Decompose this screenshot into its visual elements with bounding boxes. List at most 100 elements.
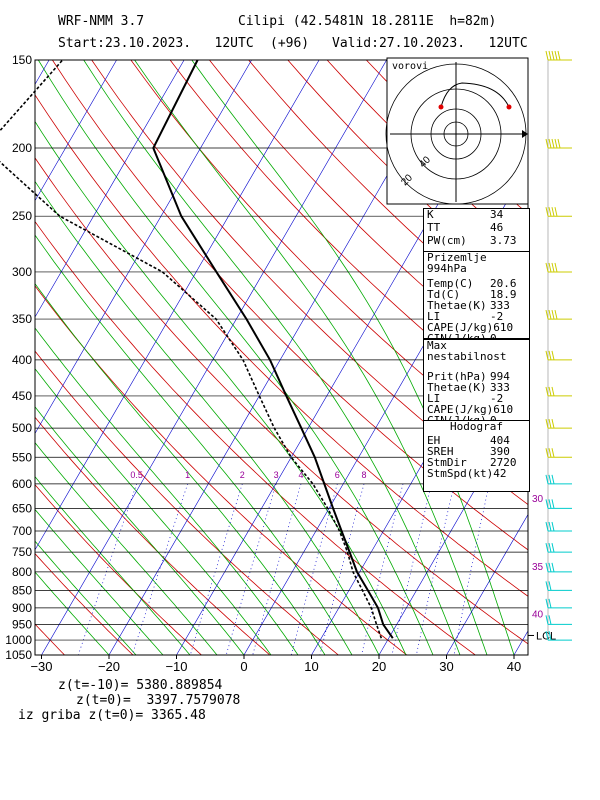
temp-tick-label: −10 <box>165 659 187 674</box>
isotherm-line <box>378 397 528 655</box>
mixing-ratio-label: 2 <box>240 470 245 480</box>
wind-barb-flag <box>545 386 549 397</box>
wind-barb-flag <box>548 630 552 641</box>
isotherm-line <box>35 60 117 202</box>
moist-adiabat-line <box>37 60 434 655</box>
hodograph-label: vorovi <box>392 61 429 72</box>
wind-barb-flag <box>548 562 552 572</box>
dry-adiabat-line <box>35 285 408 655</box>
wind-barb-flag <box>545 474 549 484</box>
wind-barb-flag <box>548 521 552 532</box>
info-value: 20.6 <box>490 277 517 290</box>
wind-barb-flag <box>545 262 549 273</box>
moist-adiabat-line <box>35 180 380 655</box>
wind-barb-flag <box>551 386 555 397</box>
tt-value: 46 <box>490 221 504 234</box>
hodograph-end-dot <box>506 104 512 110</box>
isotherm-line <box>243 164 528 655</box>
mixing-ratio-line <box>391 483 432 655</box>
wind-barb-flag <box>548 262 552 273</box>
info-row: Thetae(K) 333 <box>424 300 529 311</box>
wind-scale-label: 35 <box>532 562 544 573</box>
pressure-tick-label: 900 <box>12 601 32 615</box>
info-value: 2720 <box>490 456 517 469</box>
info-label: StmDir <box>427 456 467 469</box>
info-value: 610 <box>493 403 514 416</box>
moist-adiabat-line <box>35 406 245 655</box>
wind-barb-flag <box>548 419 552 429</box>
wind-barb-flag <box>548 207 552 217</box>
wind-barb-flag <box>551 350 555 361</box>
pressure-tick-label: 1000 <box>5 633 32 647</box>
surface-box: Prizemlje 994hPa Temp(C) 20.6 Td(C) 18.9 The… <box>423 251 530 344</box>
info-label: Temp(C) <box>427 277 474 290</box>
moist-adiabat-line <box>35 282 326 655</box>
pressure-tick-label: 500 <box>12 421 32 435</box>
moist-adiabat-line <box>35 368 272 655</box>
wind-barb-flag <box>551 562 555 572</box>
info-row: Td(C) 18.9 <box>424 289 529 300</box>
k-label: K <box>427 208 434 221</box>
maxinst-title: Max nestabilnost <box>427 339 507 363</box>
isotherm-line <box>446 513 528 655</box>
k-value: 34 <box>490 208 504 221</box>
wind-barb-flag <box>554 309 558 320</box>
mixing-ratio-line <box>361 483 404 655</box>
pressure-tick-label: 600 <box>12 477 32 491</box>
info-value: 0 <box>490 333 526 344</box>
mixing-ratio-line <box>131 483 188 655</box>
temp-tick-label: −30 <box>30 659 52 674</box>
info-label: Thetae(K) <box>427 299 487 312</box>
info-value: -2 <box>490 310 504 323</box>
pressure-tick-label: 150 <box>12 53 32 67</box>
wind-barb-flag <box>551 499 555 509</box>
wind-scale-label: 40 <box>532 609 544 620</box>
wind-barb-flag <box>545 499 549 509</box>
wind-barb-flag <box>551 50 555 61</box>
isotherm-line <box>35 60 320 551</box>
info-row: Prit(hPa) 994 <box>424 371 529 382</box>
valid-time: Valid:27.10.2023. 12UTC <box>332 36 528 51</box>
mixing-ratio-line <box>453 483 490 655</box>
wind-barb-flag <box>551 309 555 320</box>
info-label: LI <box>427 310 441 323</box>
mixing-ratio-label: 6 <box>335 470 340 480</box>
wind-barb-flag <box>548 350 552 361</box>
model-title: WRF-NMM 3.7 <box>58 14 145 29</box>
info-value: 333 <box>490 381 510 394</box>
pw-value: 3.73 <box>490 234 517 247</box>
mixing-ratio-line <box>416 483 455 655</box>
mixing-ratio-label: 4 <box>298 470 303 480</box>
mixing-ratio-line <box>225 483 277 655</box>
info-value: 390 <box>490 445 510 458</box>
wind-barb-flag <box>548 581 552 591</box>
mixing-ratio-label: 0.5 <box>130 470 143 480</box>
info-row: CIN(J/kg)0 <box>424 333 529 344</box>
info-label: StmSpd(kt) <box>427 467 494 480</box>
info-row: StmSpd(kt) 42 <box>424 468 529 479</box>
wind-barb-flag <box>548 138 552 149</box>
info-row: Temp(C) 20.6 <box>424 278 529 289</box>
info-label: SREH <box>427 445 454 458</box>
wind-barb-flag <box>545 50 549 61</box>
pressure-tick-label: 350 <box>12 312 32 326</box>
hodograph-start-dot <box>438 104 444 110</box>
wind-barb-flag <box>554 138 558 149</box>
wind-barb-flag <box>554 207 558 217</box>
wind-barb-flag <box>548 309 552 320</box>
isotherm-line <box>582 60 600 655</box>
pressure-tick-label: 650 <box>12 501 32 515</box>
moist-adiabat-line <box>35 120 407 655</box>
mixing-ratio-label: 1 <box>185 470 190 480</box>
temp-tick-label: 10 <box>304 659 318 674</box>
info-row: CAPE(J/kg) 610 <box>424 404 529 415</box>
wind-barb-flag <box>554 50 558 61</box>
height-t-0: z(t=0)= 3397.7579078 <box>76 693 241 708</box>
pressure-tick-label: 400 <box>12 353 32 367</box>
isotherm-line <box>35 60 252 435</box>
hodograph-arrow <box>522 130 528 138</box>
wind-barb-flag <box>551 419 555 429</box>
index-box: K 34 TT 46 PW(cm) 3.73 <box>423 208 530 252</box>
hodograph-trace <box>440 82 510 108</box>
